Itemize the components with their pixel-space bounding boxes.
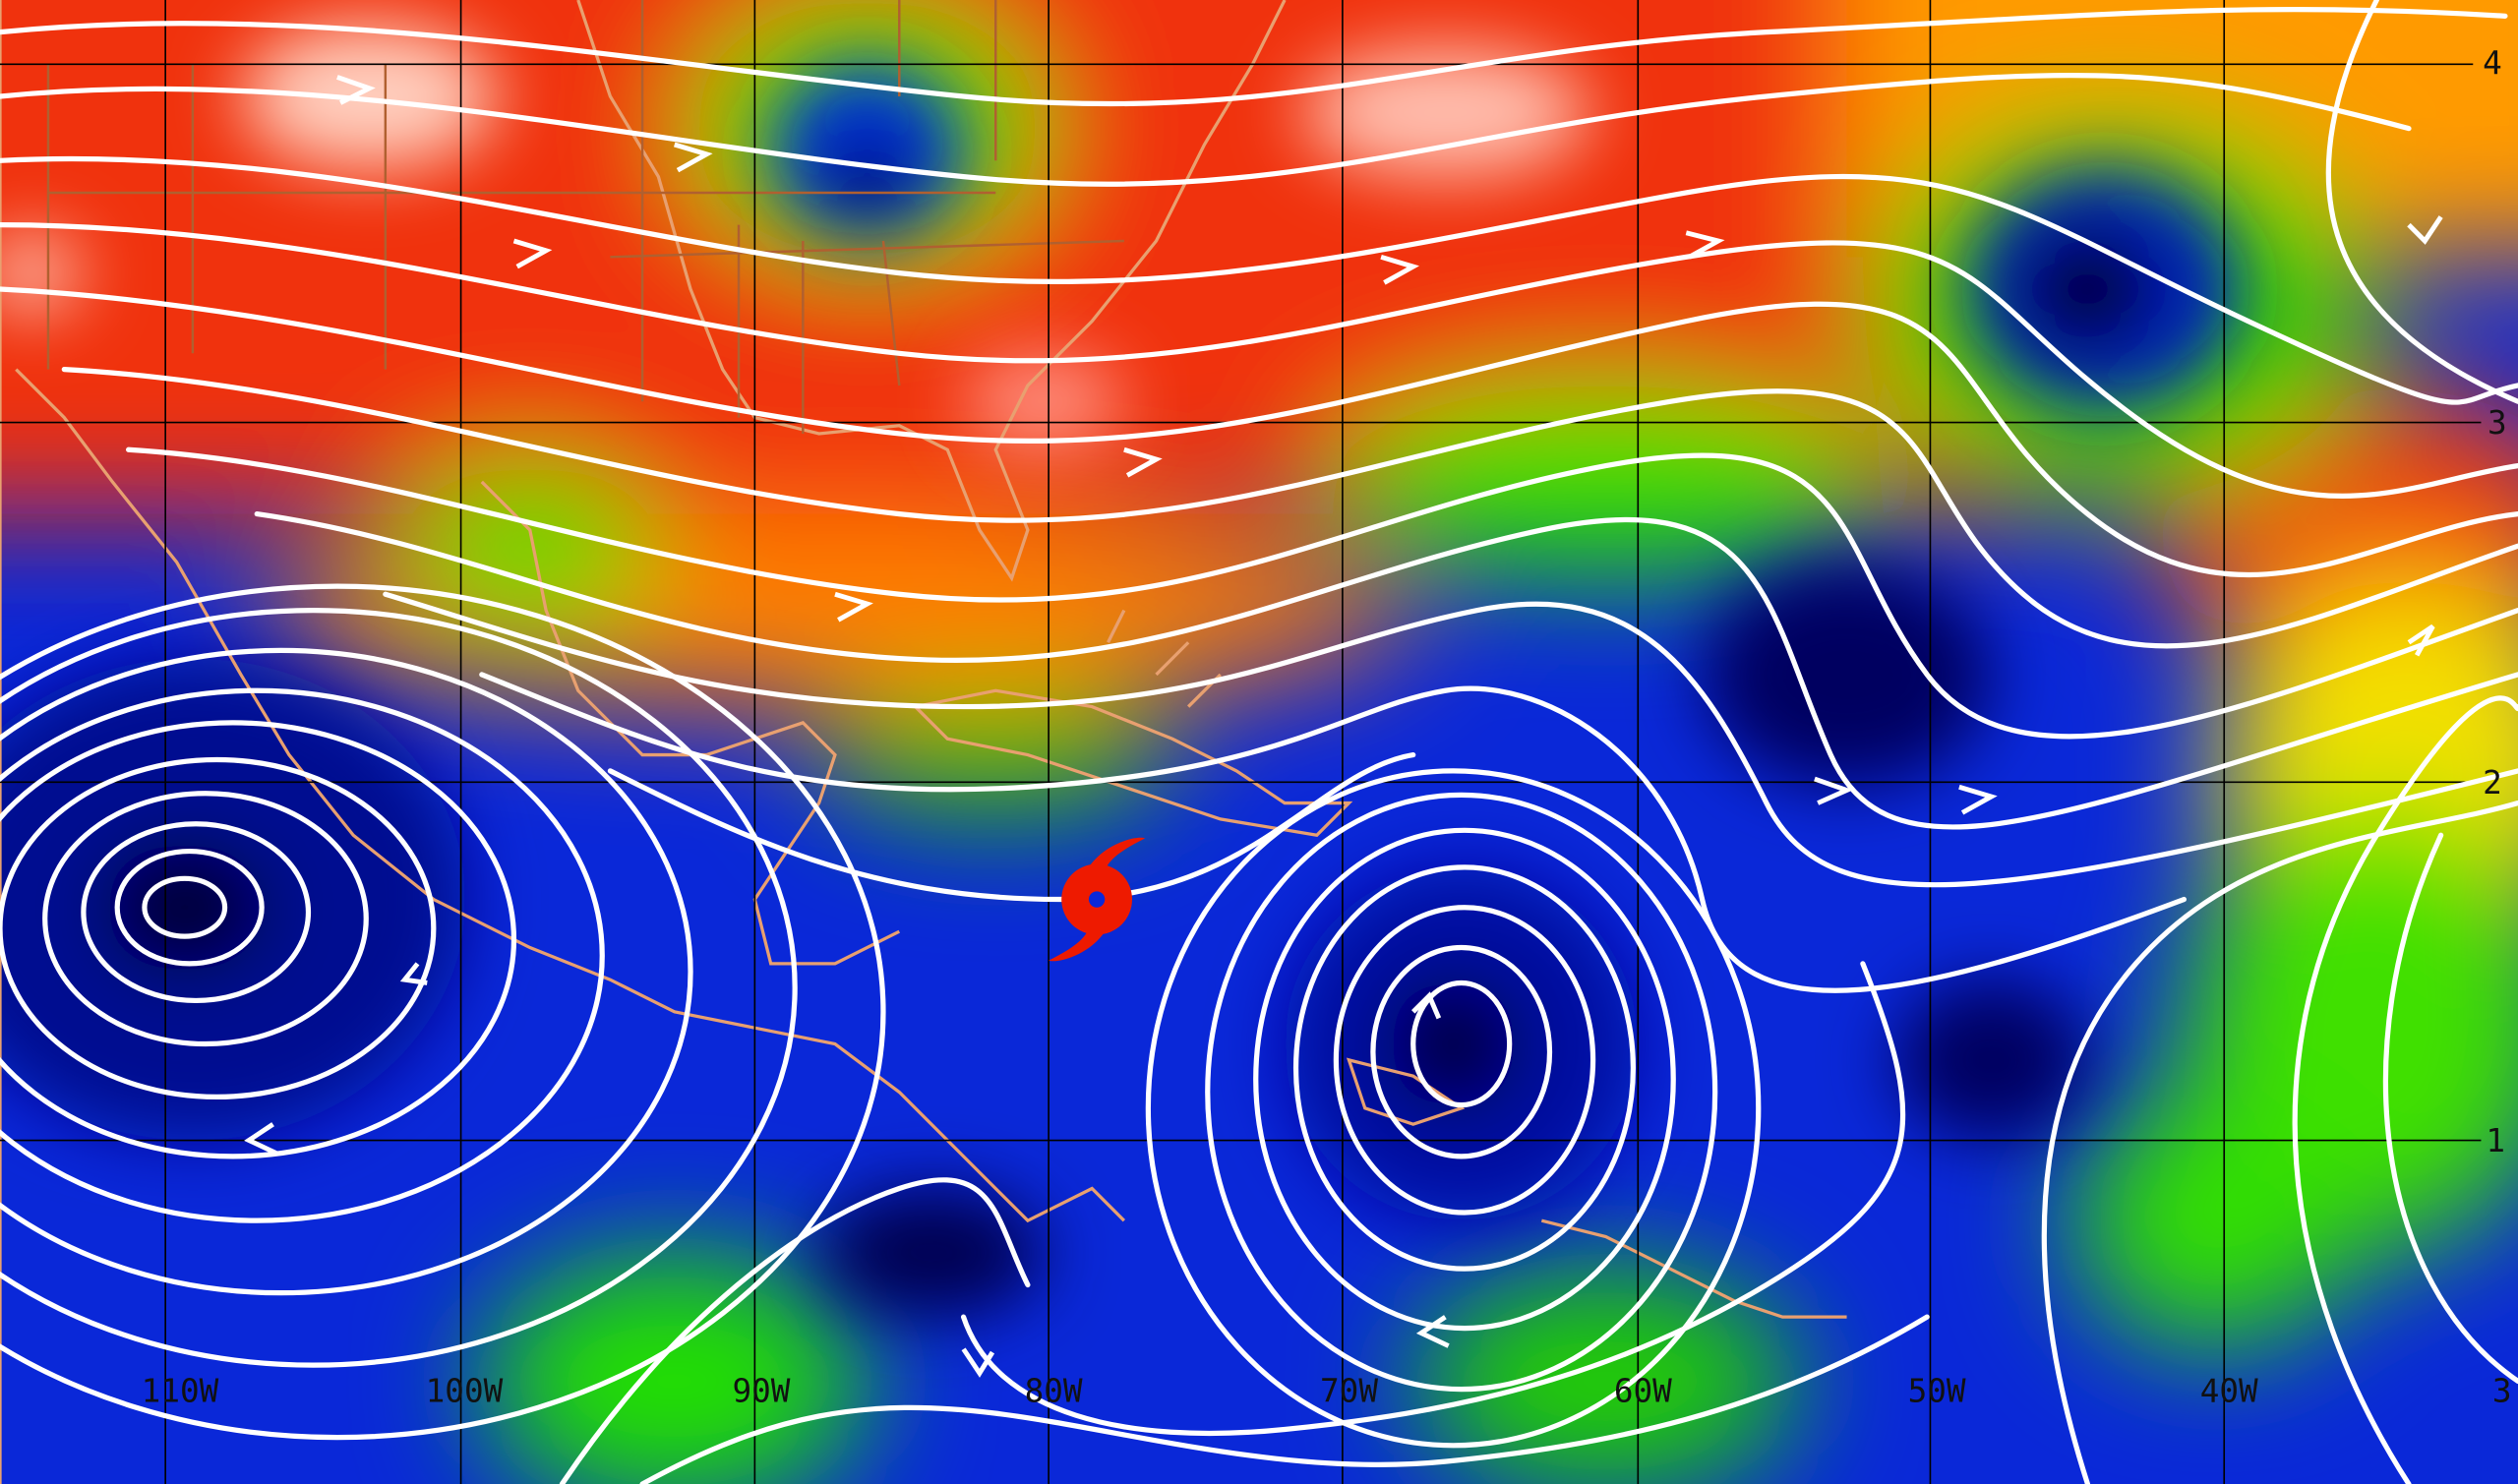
longitude-labels: 110W 100W 90W 80W 70W 60W 50W 40W 3 [142,1373,2512,1410]
cyclonic-circulation-west [0,583,886,1441]
lat-label: 2 [2483,764,2502,801]
lat-label: 3 [2488,404,2507,442]
state-borders [46,0,1124,434]
lat-label: 1 [2486,1122,2505,1159]
hurricane-symbol-icon [1049,837,1146,962]
lon-label: 110W [142,1373,219,1410]
lon-label: 60W [1614,1373,1672,1410]
lon-label: 3 [2492,1373,2512,1410]
lon-label: 40W [2200,1373,2258,1410]
cyclonic-circulation-central [1145,768,1762,1449]
lon-label: 80W [1025,1373,1083,1410]
latitude-labels: 4 3 2 1 [2483,44,2507,1159]
lon-label: 50W [1908,1373,1966,1410]
flow-arrows [244,75,2443,1378]
lon-label: 70W [1320,1373,1378,1410]
lon-label: 100W [426,1373,504,1410]
lon-label: 90W [732,1373,790,1410]
lat-label: 4 [2483,44,2502,82]
